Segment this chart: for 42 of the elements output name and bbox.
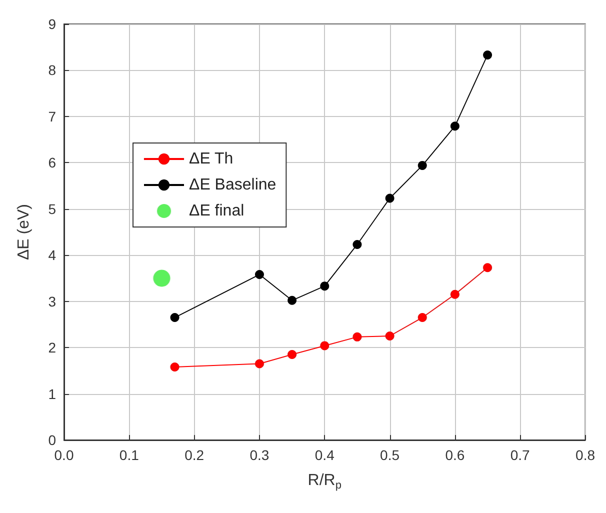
point	[254, 270, 264, 280]
y-tick-label: 5	[48, 200, 56, 217]
x-tick-label: 0.2	[184, 447, 204, 463]
y-tick-label: 6	[48, 154, 56, 171]
point	[352, 332, 362, 342]
y-axis-title: ΔE (eV)	[16, 204, 32, 260]
x-tick-label: 0.3	[250, 447, 270, 463]
y-tick-label: 0	[48, 432, 56, 448]
y-tick-label: 7	[48, 108, 56, 124]
y-tick-label: 9	[48, 16, 56, 32]
point	[254, 359, 264, 368]
x-tick-label: 0.7	[510, 447, 530, 463]
x-tick-label: 0.4	[314, 447, 335, 463]
legend-label: ΔE final	[189, 202, 244, 220]
x-tick-label: 0.8	[576, 447, 596, 463]
point	[288, 296, 297, 305]
point	[418, 313, 427, 322]
point	[288, 350, 297, 359]
y-tick-label: 8	[48, 62, 56, 78]
x-tick-label: 0.1	[119, 447, 140, 463]
y-tick-label: 4	[48, 247, 56, 264]
y-tick-label: 1	[48, 386, 56, 402]
y-tick-label: 2	[48, 340, 56, 356]
point	[385, 332, 394, 340]
legend-label: ΔE Th	[189, 150, 234, 168]
point	[450, 290, 460, 299]
point	[170, 313, 180, 322]
x-tick-label: 0.0	[54, 447, 74, 463]
point	[320, 341, 330, 350]
x-tick-label: 0.6	[445, 447, 465, 463]
x-tick-label: 0.5	[380, 447, 400, 463]
point	[320, 282, 330, 291]
point	[153, 270, 170, 287]
point	[170, 362, 180, 372]
point	[418, 160, 427, 170]
point	[352, 240, 362, 249]
point	[483, 50, 492, 60]
legend-label: ΔE Baseline	[189, 176, 276, 194]
point	[385, 194, 394, 203]
y-tick-label: 3	[48, 293, 56, 310]
point	[483, 263, 492, 272]
point	[450, 122, 460, 131]
